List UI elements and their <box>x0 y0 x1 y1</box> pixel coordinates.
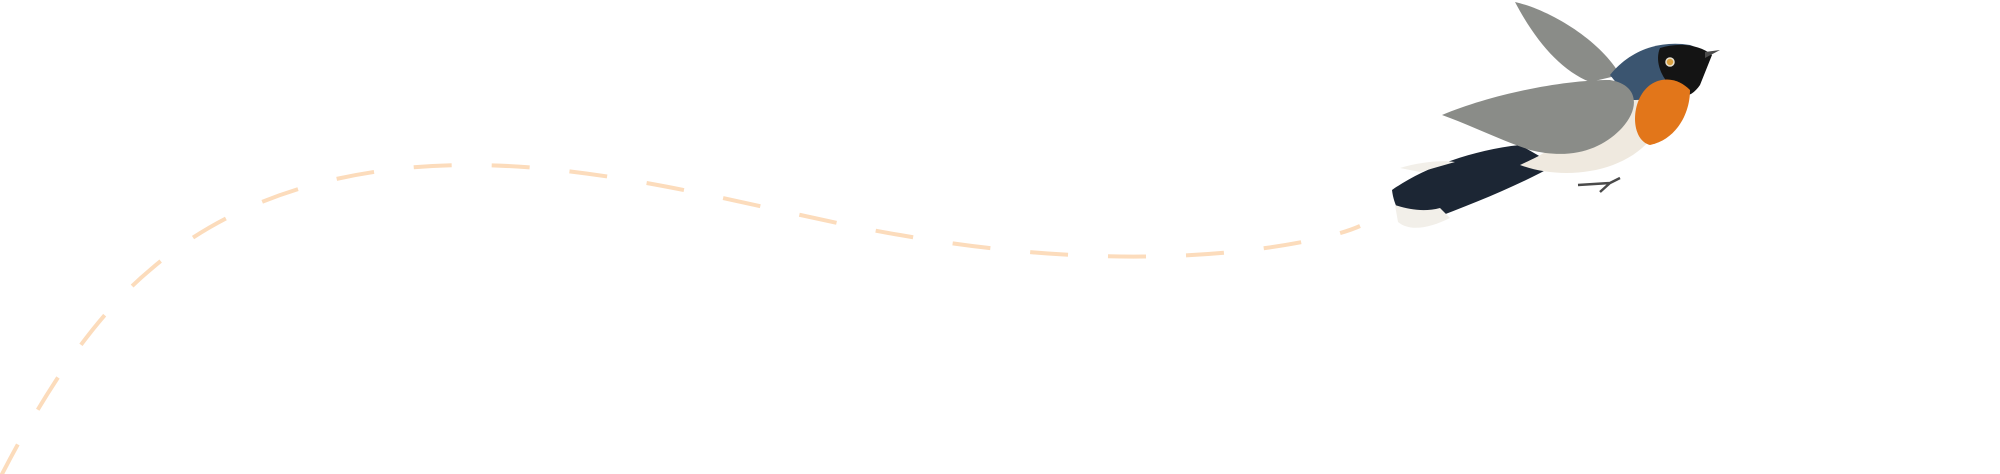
bird-eye <box>1665 57 1675 67</box>
bird-lower-wing <box>1442 80 1634 154</box>
dashed-flight-path <box>0 162 1361 474</box>
bird-leg <box>1577 176 1621 193</box>
bird-throat <box>1635 79 1690 145</box>
bird-beak <box>1705 50 1720 58</box>
bird-tail-tip <box>1395 205 1450 228</box>
bird-tail-tip-upper <box>1400 161 1455 172</box>
bird-upper-wing <box>1515 2 1620 82</box>
bird-tail <box>1392 145 1555 223</box>
bird-illustration <box>1392 2 1720 228</box>
